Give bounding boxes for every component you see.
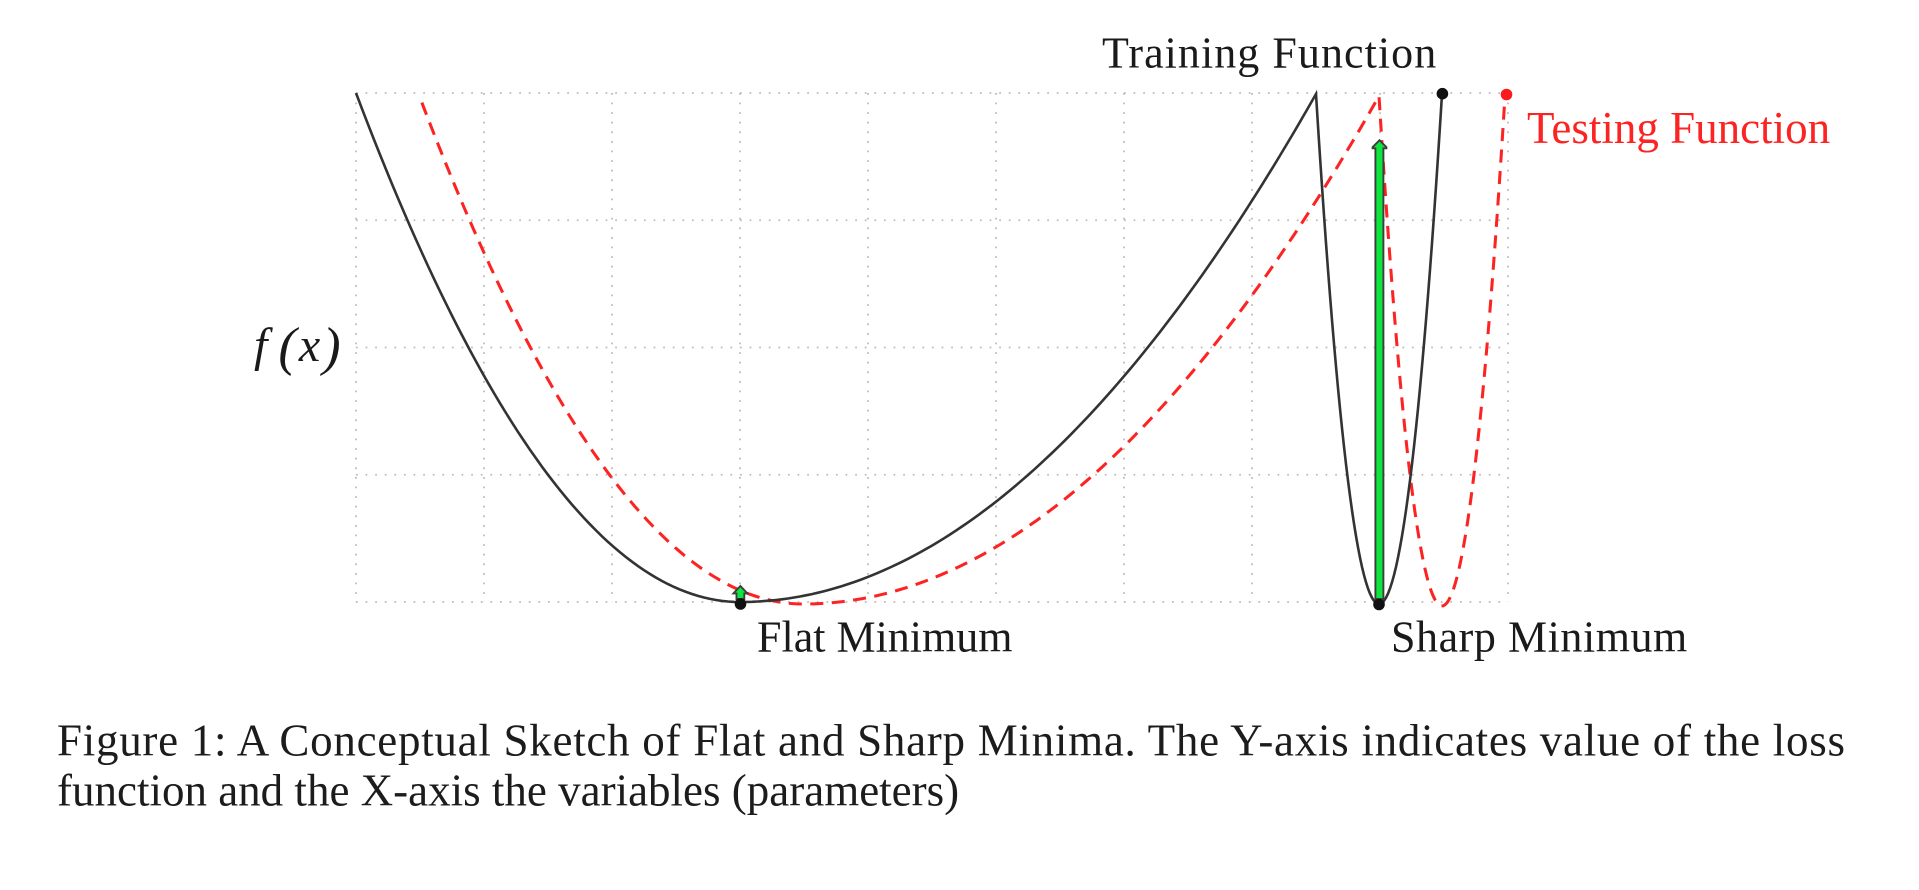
svg-text:Training Function: Training Function <box>1102 29 1437 78</box>
svg-text:Figure 1: A Conceptual Sketch: Figure 1: A Conceptual Sketch of Flat an… <box>57 716 1845 766</box>
svg-text:Flat Minimum: Flat Minimum <box>757 613 1012 662</box>
svg-text:Sharp Minimum: Sharp Minimum <box>1391 613 1688 662</box>
svg-text:Testing Function: Testing Function <box>1527 103 1830 153</box>
svg-text:function and the X-axis the va: function and the X-axis the variables (p… <box>57 766 959 816</box>
